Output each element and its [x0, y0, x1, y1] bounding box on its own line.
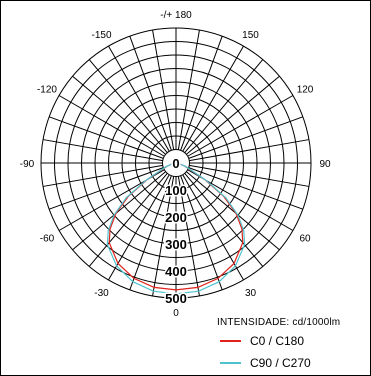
- angle-label-30: 30: [245, 288, 257, 299]
- angle-label-0: 0: [173, 308, 179, 319]
- radial-label-0: 0: [172, 156, 179, 171]
- grid-spoke--140: [88, 59, 168, 153]
- grid-spoke-10: [177, 176, 200, 297]
- polar-grid: [40, 27, 312, 299]
- grid-spoke-30: [182, 174, 244, 281]
- grid-spoke-140: [184, 59, 264, 153]
- grid-spoke--80: [42, 164, 163, 187]
- legend-entry-c0-c180: C0 / C180: [217, 332, 340, 350]
- angle-label-neg90: -90: [20, 159, 35, 170]
- angle-label-neg150: -150: [91, 30, 111, 41]
- grid-spoke--110: [48, 116, 164, 159]
- grid-spoke--150: [108, 45, 170, 152]
- angle-label-60: 60: [299, 234, 311, 245]
- grid-spoke-170: [177, 29, 200, 150]
- angle-label-120: 120: [297, 85, 314, 96]
- grid-spoke-160: [180, 35, 223, 151]
- grid-spoke--160: [129, 35, 172, 151]
- angle-label-neg30: -30: [94, 288, 109, 299]
- legend: INTENSIDADE: cd/1000lm C0 / C180 C90 / C…: [217, 317, 340, 372]
- grid-spoke-20: [180, 175, 223, 291]
- radial-label-500: 500: [165, 291, 187, 306]
- grid-spoke-130: [186, 75, 280, 155]
- grid-spoke-50: [186, 171, 280, 251]
- grid-spoke--20: [129, 175, 172, 291]
- legend-label-c0-c180: C0 / C180: [250, 334, 305, 348]
- intensity-curves: [106, 162, 246, 295]
- angle-label-150: 150: [242, 30, 259, 41]
- series-curve-c90-c270: [106, 162, 246, 295]
- grid-spoke--100: [42, 139, 163, 162]
- grid-spoke-120: [187, 95, 294, 157]
- radial-label-400: 400: [165, 264, 187, 279]
- angle-label-90: 90: [319, 159, 331, 170]
- legend-label-c90-c270: C90 / C270: [250, 356, 311, 370]
- grid-spoke-80: [189, 164, 310, 187]
- angle-label-180: -/+ 180: [160, 10, 192, 21]
- grid-spoke--70: [48, 167, 164, 210]
- grid-spoke--30: [108, 174, 170, 281]
- grid-spoke-40: [184, 173, 264, 267]
- grid-spoke-100: [189, 139, 310, 162]
- grid-spoke--40: [88, 173, 168, 267]
- grid-spoke--120: [58, 95, 165, 157]
- radial-label-200: 200: [165, 210, 187, 225]
- legend-entry-c90-c270: C90 / C270: [217, 354, 340, 372]
- grid-spoke-110: [188, 116, 304, 159]
- unit-label: INTENSIDADE: cd/1000lm: [217, 317, 341, 328]
- angle-label-neg60: -60: [40, 234, 55, 245]
- grid-spoke-70: [188, 167, 304, 210]
- radial-label-300: 300: [165, 237, 187, 252]
- grid-spoke--10: [152, 176, 175, 297]
- grid-spoke-150: [182, 45, 244, 152]
- grid-spoke--170: [152, 29, 175, 150]
- grid-spoke--50: [72, 171, 166, 251]
- legend-swatch-c0-c180: [220, 340, 241, 342]
- radial-label-100: 100: [165, 183, 187, 198]
- grid-spoke--130: [72, 75, 166, 155]
- legend-swatch-c90-c270: [220, 362, 241, 364]
- angle-label-neg120: -120: [37, 85, 57, 96]
- radial-tick-labels: 0 100 200 300 400 500: [164, 155, 189, 308]
